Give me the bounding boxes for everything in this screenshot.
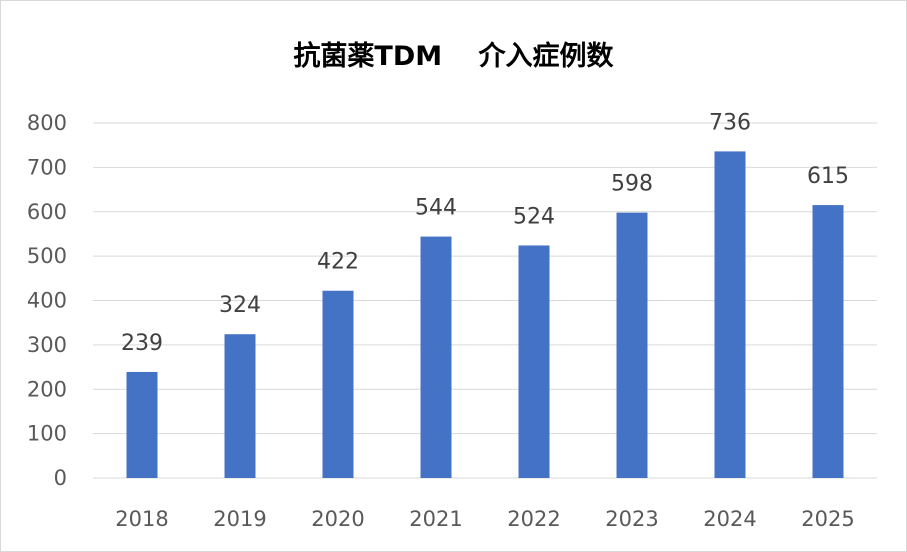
y-tick-label: 0 bbox=[54, 466, 67, 490]
x-tick-label: 2023 bbox=[605, 507, 658, 531]
data-label: 524 bbox=[513, 204, 555, 229]
y-tick-label: 400 bbox=[27, 289, 67, 313]
x-tick-label: 2020 bbox=[311, 507, 364, 531]
data-label: 422 bbox=[317, 250, 359, 275]
y-tick-label: 300 bbox=[27, 333, 67, 357]
data-label: 736 bbox=[709, 110, 751, 135]
bar bbox=[224, 334, 256, 478]
y-tick-label: 100 bbox=[27, 422, 67, 446]
bar bbox=[322, 290, 354, 478]
bar bbox=[518, 245, 550, 478]
y-tick-label: 700 bbox=[27, 155, 67, 179]
y-tick-label: 800 bbox=[27, 111, 67, 135]
x-tick-label: 2022 bbox=[507, 507, 560, 531]
x-tick-label: 2018 bbox=[115, 507, 168, 531]
bar bbox=[126, 371, 158, 478]
data-label: 615 bbox=[807, 164, 849, 189]
bar bbox=[616, 212, 648, 478]
y-tick-label: 200 bbox=[27, 377, 67, 401]
x-tick-label: 2025 bbox=[801, 507, 854, 531]
data-label: 239 bbox=[121, 331, 163, 356]
bar bbox=[420, 236, 452, 478]
y-tick-label: 500 bbox=[27, 244, 67, 268]
chart-title: 抗菌薬TDM 介入症例数 bbox=[293, 41, 614, 72]
data-label: 544 bbox=[415, 196, 457, 221]
x-tick-label: 2024 bbox=[703, 507, 756, 531]
y-tick-label: 600 bbox=[27, 200, 67, 224]
data-label: 324 bbox=[219, 293, 261, 318]
data-label: 598 bbox=[611, 172, 653, 197]
x-tick-label: 2019 bbox=[213, 507, 266, 531]
bar bbox=[714, 151, 746, 478]
bar bbox=[812, 205, 844, 478]
x-tick-label: 2021 bbox=[409, 507, 462, 531]
